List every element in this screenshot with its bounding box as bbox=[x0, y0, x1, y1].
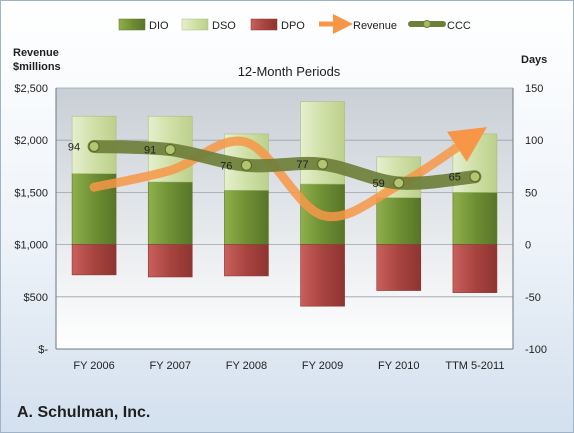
data-labels: 94 91 76 77 59 65 bbox=[68, 141, 461, 190]
legend-label-ccc: CCC bbox=[447, 20, 471, 32]
bar-dpo bbox=[71, 244, 117, 276]
left-axis-title-line1: Revenue bbox=[13, 47, 59, 59]
ccc-data-label: 59 bbox=[373, 178, 385, 190]
legend-label-revenue: Revenue bbox=[353, 20, 397, 32]
ccc-point bbox=[393, 177, 405, 189]
ccc-point bbox=[240, 159, 252, 171]
ccc-point bbox=[164, 144, 176, 156]
right-axis-title: Days bbox=[521, 54, 547, 66]
ccc-point bbox=[88, 140, 100, 152]
bar-dio bbox=[376, 197, 422, 245]
gridlines bbox=[56, 87, 513, 298]
bar-dpo bbox=[224, 244, 269, 277]
ccc-point bbox=[469, 171, 481, 183]
ccc-data-label: 76 bbox=[220, 160, 232, 172]
legend-label-dio: DIO bbox=[149, 20, 169, 32]
x-tick-label: FY 2006 bbox=[73, 360, 114, 372]
left-tick-label: $1,500 bbox=[14, 187, 48, 199]
bar-dpo bbox=[376, 244, 422, 291]
legend: DIO DSO DPO Revenue CCC bbox=[118, 14, 471, 34]
right-tick-label: -100 bbox=[525, 344, 547, 356]
ccc-data-label: 77 bbox=[296, 159, 308, 171]
right-tick-label: -50 bbox=[525, 292, 541, 304]
company-name: A. Schulman, Inc. bbox=[17, 404, 151, 421]
legend-swatch-dso bbox=[181, 18, 209, 31]
legend-label-dso: DSO bbox=[212, 20, 236, 32]
x-tick-label: FY 2010 bbox=[378, 360, 419, 372]
legend-swatch-dio bbox=[118, 18, 146, 31]
legend-label-dpo: DPO bbox=[281, 20, 305, 32]
right-tick-label: 100 bbox=[525, 135, 543, 147]
bar-dio bbox=[147, 181, 193, 245]
x-tick-label: FY 2008 bbox=[226, 360, 267, 372]
ccc-data-label: 65 bbox=[449, 172, 461, 184]
chart-title: 12-Month Periods bbox=[238, 64, 341, 79]
left-tick-label: $- bbox=[38, 344, 48, 356]
bar-dpo bbox=[300, 244, 345, 307]
left-tick-label: $2,000 bbox=[14, 135, 48, 147]
ccc-point bbox=[317, 158, 329, 170]
ccc-data-label: 91 bbox=[144, 145, 156, 157]
ccc-data-label: 94 bbox=[68, 141, 80, 153]
right-tick-label: 50 bbox=[525, 187, 537, 199]
bar-dpo bbox=[147, 244, 193, 278]
x-tick-label: FY 2007 bbox=[150, 360, 191, 372]
plot-area bbox=[56, 88, 513, 349]
bar-dio bbox=[224, 190, 269, 245]
right-tick-label: 0 bbox=[525, 240, 531, 252]
left-tick-label: $1,000 bbox=[14, 240, 48, 252]
right-tick-label: 150 bbox=[525, 83, 543, 95]
ccc-line bbox=[87, 139, 482, 190]
axes: $- $500 $1,000 $1,500 $2,000 $2,500 -100 -50 0 50… bbox=[14, 83, 547, 372]
series-lines bbox=[87, 127, 487, 222]
bar-dio bbox=[452, 192, 498, 245]
bar-dpo bbox=[452, 244, 498, 293]
x-tick-label: TTM 5-2011 bbox=[445, 360, 504, 372]
legend-swatch-dpo bbox=[250, 18, 278, 31]
legend-marker-ccc bbox=[423, 20, 431, 28]
left-axis-title-line2: $millions bbox=[13, 61, 61, 73]
x-tick-label: FY 2009 bbox=[302, 360, 343, 372]
left-tick-label: $2,500 bbox=[14, 83, 48, 95]
left-tick-label: $500 bbox=[24, 292, 48, 304]
